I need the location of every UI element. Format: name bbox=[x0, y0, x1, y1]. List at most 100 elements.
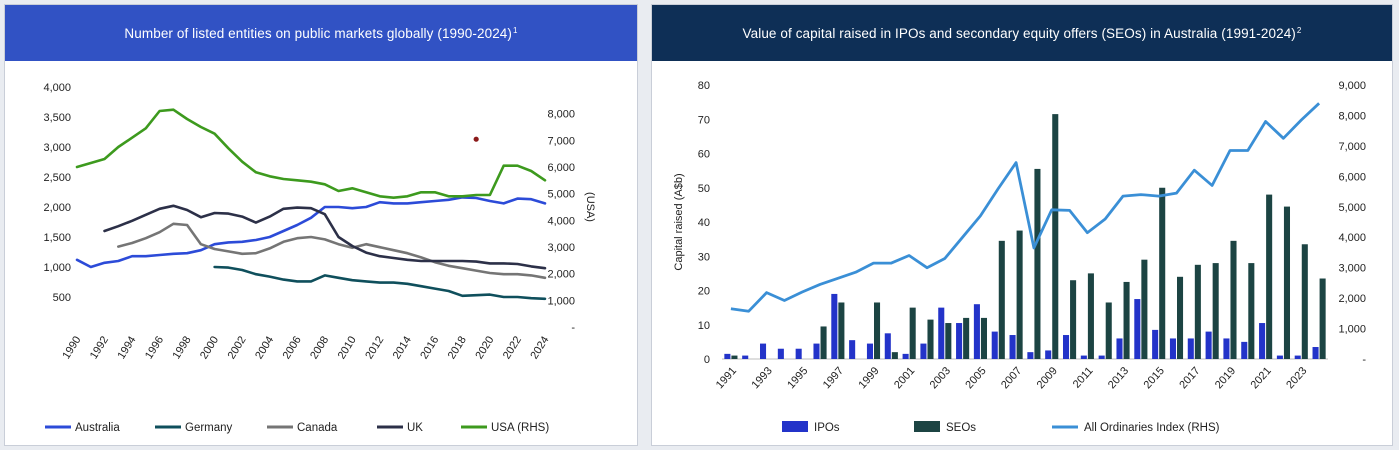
bar-ipos bbox=[742, 355, 749, 359]
capital-raised-bar-chart: 0 10 20 30 40 50 60 70 80 - 1,000 2,000 3,000 4,000 5,… bbox=[673, 80, 1366, 434]
x-tick-label: 2011 bbox=[1071, 365, 1096, 391]
y-left-tick-label: 50 bbox=[698, 183, 710, 195]
x-tick-label: 2014 bbox=[391, 334, 414, 361]
bar-seos bbox=[1034, 168, 1041, 359]
x-tick-label: 2009 bbox=[1035, 365, 1060, 391]
right-chart-title: Value of capital raised in IPOs and seco… bbox=[742, 25, 1302, 41]
legend-item-all-ordinaries-index: All Ordinaries Index (RHS) bbox=[1052, 422, 1220, 434]
bar-ipos bbox=[1045, 350, 1052, 359]
x-tick-label: 2013 bbox=[1106, 365, 1131, 391]
bar-seos bbox=[1087, 273, 1094, 359]
bar-ipos bbox=[1080, 355, 1087, 359]
bar-seos bbox=[1177, 276, 1184, 359]
series-line-usa-rhs bbox=[75, 108, 547, 199]
x-tick-label: 2023 bbox=[1284, 365, 1309, 391]
series-line-australia bbox=[75, 196, 547, 269]
bar-seos bbox=[909, 307, 916, 359]
y-left-tick-label: 20 bbox=[698, 286, 710, 298]
bar-seos bbox=[1159, 187, 1166, 359]
bar-ipos bbox=[902, 353, 909, 359]
y-right-tick-label: 1,000 bbox=[1338, 324, 1366, 336]
y-left-tick-label: 500 bbox=[53, 292, 71, 304]
bar-seos bbox=[1070, 280, 1077, 359]
bar-seos bbox=[980, 317, 988, 359]
bar-ipos bbox=[813, 343, 820, 359]
bar-seos bbox=[1212, 263, 1219, 359]
x-tick-label: 2019 bbox=[1213, 365, 1238, 391]
x-tick-label: 2004 bbox=[253, 334, 276, 361]
legend-item-uk: UK bbox=[377, 422, 423, 434]
x-tick-label: 1992 bbox=[88, 334, 111, 361]
bar-seos bbox=[1248, 263, 1255, 359]
legend-label: UK bbox=[407, 422, 423, 434]
x-tick-label: 1996 bbox=[143, 334, 166, 361]
annotation-marker bbox=[473, 136, 479, 142]
bar-ipos bbox=[1241, 341, 1248, 359]
bar-seos bbox=[1266, 194, 1273, 359]
bar-ipos bbox=[1205, 331, 1212, 359]
bar-ipos bbox=[973, 304, 980, 359]
x-tick-label: 1999 bbox=[856, 365, 881, 391]
bar-seos bbox=[874, 302, 881, 359]
y-left-tick-label: 1,000 bbox=[43, 262, 71, 274]
legend-item-seos: SEOs bbox=[914, 421, 976, 434]
x-tick-label: 1991 bbox=[714, 365, 739, 391]
y-left-tick-label: 80 bbox=[698, 80, 710, 92]
x-tick-label: 2022 bbox=[501, 334, 524, 361]
bar-seos bbox=[891, 352, 898, 359]
bar-ipos bbox=[795, 348, 802, 359]
x-tick-label: 1994 bbox=[115, 334, 138, 361]
legend-item-ipos: IPOs bbox=[782, 421, 840, 434]
bar-ipos bbox=[1169, 338, 1176, 359]
left-chart-title: Number of listed entities on public mark… bbox=[124, 25, 518, 41]
bar-seos bbox=[1283, 206, 1291, 359]
bar-seos bbox=[998, 240, 1005, 359]
series-line-uk bbox=[103, 204, 547, 270]
bar-ipos bbox=[1116, 338, 1123, 359]
y-right-tick-label: 4,000 bbox=[1338, 232, 1366, 244]
x-tick-label: 2008 bbox=[308, 334, 331, 361]
legend-label: SEOs bbox=[946, 422, 976, 434]
bar-seos bbox=[1105, 302, 1112, 359]
bar-seos bbox=[1319, 278, 1326, 359]
x-tick-label: 2016 bbox=[418, 334, 441, 361]
y-left-tick-label: 4,000 bbox=[43, 82, 71, 94]
bar-seos bbox=[1230, 240, 1237, 359]
y-left-tick-label: 3,000 bbox=[43, 142, 71, 154]
y-right-tick-label: 6,000 bbox=[547, 162, 575, 174]
legend-label: All Ordinaries Index (RHS) bbox=[1084, 422, 1220, 434]
bar-seos bbox=[1301, 244, 1308, 359]
bar-seos bbox=[838, 302, 845, 359]
y-right-tick-label: 1,000 bbox=[547, 295, 575, 307]
y-left-tick-label: 2,500 bbox=[43, 172, 71, 184]
bar-ipos bbox=[1062, 335, 1070, 359]
y-right-tick-label: 7,000 bbox=[547, 135, 575, 147]
legend-item-germany: Germany bbox=[155, 422, 233, 434]
legend-label: IPOs bbox=[814, 422, 840, 434]
x-tick-label: 1990 bbox=[60, 334, 83, 361]
x-tick-label: 2017 bbox=[1177, 365, 1202, 391]
bar-seos bbox=[1123, 281, 1130, 359]
x-tick-label: 2012 bbox=[363, 334, 386, 361]
bar-seos bbox=[1016, 230, 1023, 359]
x-tick-label: 2005 bbox=[963, 365, 988, 391]
y-right-axis-label: (USA) bbox=[584, 192, 596, 222]
bar-ipos bbox=[1294, 355, 1301, 359]
bar-ipos bbox=[1187, 338, 1194, 359]
y-left-tick-label: 2,000 bbox=[43, 202, 71, 214]
x-tick-label: 1998 bbox=[171, 334, 194, 361]
bar-ipos bbox=[724, 353, 731, 359]
bar-ipos bbox=[1152, 329, 1159, 359]
y-right-tick-label: 5,000 bbox=[547, 189, 575, 201]
x-tick-label: 2020 bbox=[473, 334, 496, 361]
y-left-tick-label: 0 bbox=[704, 354, 710, 366]
y-right-tick-label: 8,000 bbox=[1338, 110, 1366, 122]
legend-swatch bbox=[782, 421, 808, 432]
bar-ipos bbox=[1259, 323, 1266, 359]
y-right-tick-label: 6,000 bbox=[1338, 171, 1366, 183]
x-tick-label: 2010 bbox=[336, 334, 359, 361]
bar-seos bbox=[1141, 259, 1148, 359]
bar-seos bbox=[1194, 264, 1201, 359]
y-right-tick-label: 8,000 bbox=[547, 109, 575, 121]
bar-ipos bbox=[1027, 352, 1034, 359]
